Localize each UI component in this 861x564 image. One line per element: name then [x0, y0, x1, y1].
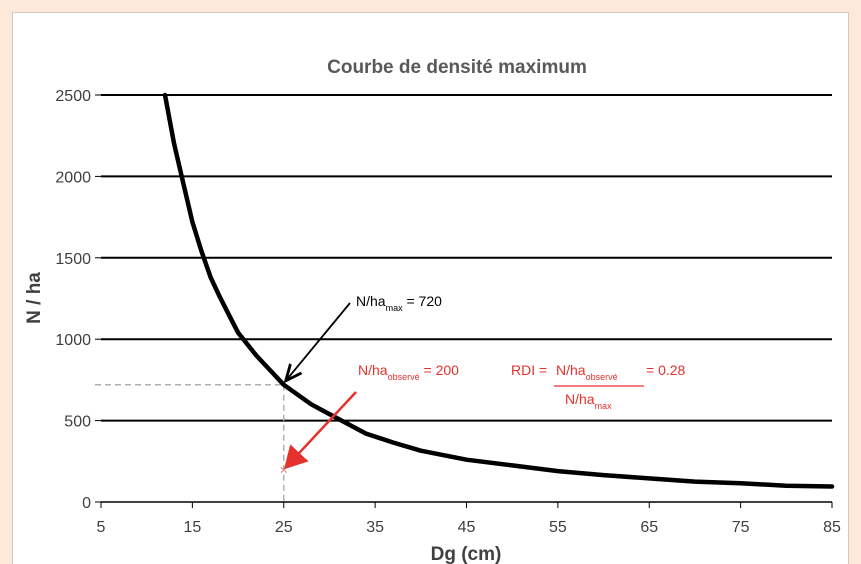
x-tick-label-65: 65: [640, 519, 658, 536]
x-tick-label-55: 55: [549, 519, 567, 536]
x-tick-label-85: 85: [823, 519, 841, 536]
series-group: [162, 92, 835, 489]
x-tick-label-75: 75: [732, 519, 750, 536]
y-tick-label-2000: 2000: [55, 169, 91, 186]
y-tick-labels: 0 500 1000 1500 2000 2500: [55, 88, 91, 512]
annotations: × N/hamax = 720 N/haobservé = 200 RDI = N/h…: [280, 293, 686, 477]
rdi-result: = 0.28: [646, 362, 686, 378]
grid-lines: [95, 94, 833, 508]
chart-frame: [12, 12, 849, 564]
x-tick-label-35: 35: [366, 519, 384, 536]
max-density-curve: [162, 92, 835, 489]
observed-point-marker: ×: [280, 461, 288, 477]
dashed-guides: [95, 384, 285, 502]
x-tick-label-25: 25: [275, 519, 293, 536]
x-tick-labels: 5 15 25 35 45 55 65 75 85: [97, 519, 841, 536]
max-label: N/hamax = 720: [356, 293, 442, 313]
rdi-numerator: N/haobservé: [556, 362, 618, 382]
rdi-denominator: N/hamax: [565, 391, 612, 411]
chart-title: Courbe de densité maximum: [327, 57, 587, 78]
x-tick-label-15: 15: [183, 519, 201, 536]
max-arrow: [286, 302, 351, 381]
y-tick-label-1000: 1000: [55, 332, 91, 349]
y-axis-label: N / ha: [24, 272, 45, 324]
y-tick-label-500: 500: [64, 414, 91, 431]
rdi-lhs: RDI =: [511, 362, 547, 378]
x-tick-label-45: 45: [458, 519, 476, 536]
x-axis-label: Dg (cm): [431, 544, 502, 564]
observed-label: N/haobservé = 200: [358, 362, 459, 382]
y-tick-label-2500: 2500: [55, 88, 91, 105]
y-tick-label-0: 0: [82, 495, 91, 512]
observed-arrow: [284, 391, 357, 470]
y-tick-label-1500: 1500: [55, 251, 91, 268]
x-tick-label-5: 5: [97, 519, 106, 536]
